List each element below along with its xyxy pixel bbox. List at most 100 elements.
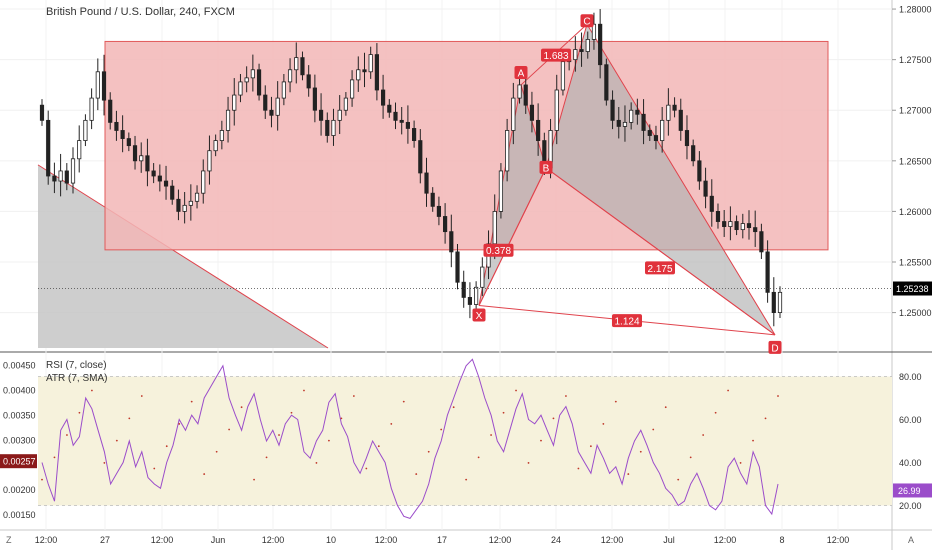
price-tick-label: 1.27500: [899, 55, 932, 65]
atr-dot: [128, 417, 131, 420]
candle-body-down: [461, 281, 466, 298]
atr-dot: [602, 423, 605, 425]
candle-body-down: [647, 130, 652, 136]
candle-body-up: [83, 119, 88, 141]
candle: [362, 52, 367, 88]
candle-body-up: [517, 84, 522, 99]
candle-body-up: [560, 61, 566, 91]
candle: [672, 97, 677, 118]
candle-body-down: [672, 104, 677, 111]
candle-body-down: [436, 205, 441, 217]
price-tick-label: 1.25500: [899, 258, 932, 268]
candle: [281, 74, 286, 106]
candle: [759, 223, 764, 259]
rsi-band: [38, 376, 892, 506]
pattern-labels: X A B C D 1.683 0.378 2.175 1.124: [472, 14, 782, 354]
atr-dot: [415, 473, 418, 475]
candle: [684, 115, 690, 160]
time-tick-label: 8: [779, 535, 784, 545]
atr-dot: [652, 428, 655, 431]
candle-body-down: [399, 119, 404, 123]
candle-body-up: [70, 158, 76, 184]
candle: [101, 54, 107, 116]
zone-rectangle: [104, 40, 829, 251]
atr-dot: [115, 439, 118, 442]
candle-body-up: [281, 81, 286, 99]
candle-body-down: [771, 291, 776, 313]
candle: [387, 99, 392, 118]
pattern-ratio-text: 1.124: [614, 317, 639, 328]
candle-body-up: [740, 223, 745, 231]
pattern-point-text: X: [476, 311, 483, 322]
candle-body-up: [275, 97, 280, 116]
rectangle-zone[interactable]: [104, 40, 829, 251]
time-tick-label: 24: [551, 535, 561, 545]
candle: [182, 191, 187, 224]
candle: [306, 65, 311, 97]
pattern-ratio-text: 1.683: [543, 51, 568, 62]
candle: [474, 281, 479, 310]
candle: [498, 163, 504, 219]
time-tick-label: 12:00: [35, 535, 58, 545]
atr-dot: [702, 434, 705, 436]
price-axis: 1.28000 1.27500 1.27000 1.26500 1.26000 1.255…: [38, 5, 932, 318]
time-tick-label: 10: [326, 535, 336, 545]
atr-axis-label: 0.00400: [3, 385, 36, 395]
pattern-ratio-badge: [541, 48, 571, 62]
candle: [449, 214, 454, 268]
candle-body-down: [709, 195, 714, 212]
indicator-panel: 0.004500.004000.003500.003000.002500.002…: [0, 358, 932, 520]
rsi-axis-label: 60.00: [899, 415, 922, 425]
candle: [610, 90, 615, 130]
time-tick-label: 12:00: [714, 535, 737, 545]
candle-body-down: [176, 198, 181, 212]
candle-body-down: [765, 251, 770, 293]
atr-dot: [427, 450, 430, 453]
candle-body-down: [300, 57, 305, 76]
candle-body-up: [294, 57, 299, 71]
trendline-shading: [37, 164, 329, 349]
time-tick-label: 12:00: [262, 535, 285, 545]
candle-body-up: [554, 89, 559, 131]
candle: [399, 106, 404, 135]
pattern-ratio-label: 1.683: [541, 48, 571, 62]
atr-dot: [178, 423, 181, 425]
candle-body-up: [492, 211, 497, 245]
pattern-point-text: C: [583, 17, 590, 28]
candle-body-up: [213, 140, 218, 152]
atr-dot: [53, 456, 56, 459]
candle: [170, 180, 175, 205]
candle: [120, 115, 125, 153]
candle: [77, 125, 82, 173]
candle: [83, 114, 88, 147]
candle: [250, 54, 255, 92]
atr-dot: [165, 445, 168, 448]
time-axis-corner-left: Z: [6, 535, 12, 545]
candle-body-down: [616, 119, 621, 127]
candle-body-down: [114, 121, 119, 131]
candle-body-up: [188, 200, 193, 206]
candle-body-up: [139, 155, 144, 162]
candle: [244, 66, 249, 93]
candle: [573, 36, 578, 72]
candle: [505, 118, 510, 182]
indicator-legend-label: ATR (7, SMA): [46, 373, 107, 384]
atr-dot: [203, 473, 206, 475]
candle: [157, 164, 162, 192]
candle: [263, 85, 268, 119]
candle-body-up: [287, 69, 293, 83]
candle: [753, 210, 758, 247]
candle-body-up: [95, 71, 100, 99]
time-tick-label: 12:00: [375, 535, 398, 545]
candle-body-down: [381, 89, 386, 106]
pattern-point-text: B: [543, 163, 550, 174]
candle: [219, 120, 224, 150]
candle: [629, 102, 634, 130]
rsi-axis-label: 20.00: [899, 501, 922, 511]
atr-dot: [240, 406, 243, 409]
atr-dot: [190, 400, 193, 403]
atr-dot: [452, 406, 455, 409]
pattern-ratio-badge: [483, 243, 514, 257]
candle: [765, 240, 770, 303]
candle: [436, 196, 441, 226]
